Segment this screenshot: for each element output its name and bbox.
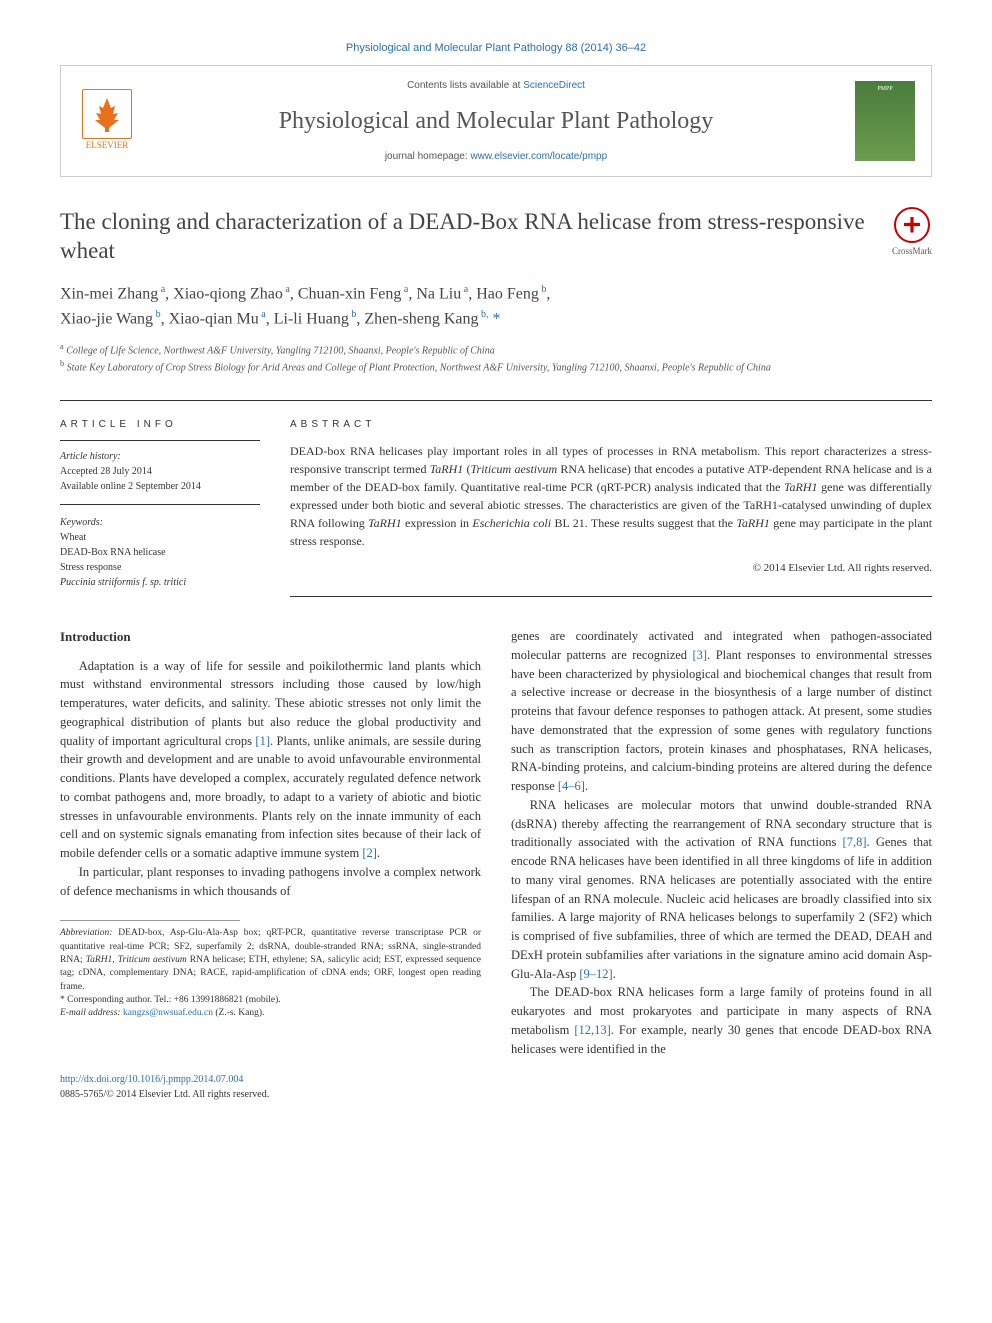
- keyword: Wheat: [60, 530, 260, 545]
- publisher-name: ELSEVIER: [86, 139, 129, 153]
- journal-homepage-line: journal homepage: www.elsevier.com/locat…: [153, 149, 839, 164]
- online-date: Available online 2 September 2014: [60, 479, 260, 494]
- journal-name: Physiological and Molecular Plant Pathol…: [153, 103, 839, 139]
- email-label: E-mail address:: [60, 1008, 121, 1018]
- affiliation-a: College of Life Science, Northwest A&F U…: [66, 345, 495, 356]
- keyword: Puccinia striiformis f. sp. tritici: [60, 575, 260, 590]
- cover-label: PMPP: [877, 85, 892, 94]
- sciencedirect-link[interactable]: ScienceDirect: [523, 80, 585, 91]
- keyword: DEAD-Box RNA helicase: [60, 545, 260, 560]
- crossmark-badge[interactable]: CrossMark: [892, 207, 932, 259]
- paper-title: The cloning and characterization of a DE…: [60, 207, 872, 267]
- body-paragraph: The DEAD-box RNA helicases form a large …: [511, 983, 932, 1058]
- ref-link[interactable]: [1]: [255, 734, 270, 748]
- journal-homepage-link[interactable]: www.elsevier.com/locate/pmpp: [470, 151, 607, 162]
- homepage-prefix: journal homepage:: [385, 151, 471, 162]
- abstract-copyright: © 2014 Elsevier Ltd. All rights reserved…: [290, 560, 932, 577]
- keywords-label: Keywords:: [60, 515, 260, 530]
- keyword: Stress response: [60, 560, 260, 575]
- ref-link[interactable]: [3]: [693, 648, 708, 662]
- journal-citation: Physiological and Molecular Plant Pathol…: [60, 40, 932, 57]
- doi-link[interactable]: http://dx.doi.org/10.1016/j.pmpp.2014.07…: [60, 1072, 932, 1087]
- abstract-text: DEAD-box RNA helicases play important ro…: [290, 442, 932, 550]
- affiliation-b: State Key Laboratory of Crop Stress Biol…: [67, 363, 771, 374]
- crossmark-icon: [894, 207, 930, 243]
- publisher-logo: ELSEVIER: [77, 86, 137, 156]
- journal-header: ELSEVIER Contents lists available at Sci…: [60, 65, 932, 177]
- email-footnote: E-mail address: kangzs@nwsuaf.edu.cn (Z.…: [60, 1007, 481, 1020]
- body-text: Introduction Adaptation is a way of life…: [60, 627, 932, 1058]
- history-label: Article history:: [60, 449, 260, 464]
- abstract-heading: ABSTRACT: [290, 417, 932, 432]
- abbreviation-footnote: Abbreviation: DEAD-box, Asp-Glu-Ala-Asp …: [60, 927, 481, 993]
- affiliations: a College of Life Science, Northwest A&F…: [60, 341, 932, 376]
- accepted-date: Accepted 28 July 2014: [60, 464, 260, 479]
- ref-link[interactable]: [2]: [362, 846, 377, 860]
- elsevier-tree-icon: [82, 89, 132, 139]
- section-heading-introduction: Introduction: [60, 627, 481, 647]
- ref-link[interactable]: [7,8]: [843, 835, 867, 849]
- body-paragraph: RNA helicases are molecular motors that …: [511, 796, 932, 984]
- issn-copyright: 0885-5765/© 2014 Elsevier Ltd. All right…: [60, 1087, 932, 1102]
- body-paragraph: In particular, plant responses to invadi…: [60, 863, 481, 901]
- corresponding-email-link[interactable]: kangzs@nwsuaf.edu.cn: [123, 1008, 213, 1018]
- article-info-heading: ARTICLE INFO: [60, 417, 260, 441]
- abstract-block: ABSTRACT DEAD-box RNA helicases play imp…: [290, 417, 932, 598]
- crossmark-label: CrossMark: [892, 245, 932, 259]
- authors-list: Xin-mei Zhang a, Xiao-qiong Zhao a, Chua…: [60, 282, 932, 331]
- abbrev-label: Abbreviation:: [60, 928, 112, 938]
- ref-link[interactable]: [4–6]: [558, 779, 585, 793]
- ref-link[interactable]: [9–12]: [579, 967, 612, 981]
- article-info-block: ARTICLE INFO Article history: Accepted 2…: [60, 417, 260, 598]
- contents-available-line: Contents lists available at ScienceDirec…: [153, 78, 839, 93]
- journal-cover-thumbnail: PMPP: [855, 81, 915, 161]
- ref-link[interactable]: [12,13]: [574, 1023, 610, 1037]
- email-suffix: (Z.-s. Kang).: [213, 1008, 264, 1018]
- contents-prefix: Contents lists available at: [407, 80, 523, 91]
- body-paragraph: Adaptation is a way of life for sessile …: [60, 657, 481, 863]
- body-paragraph: genes are coordinately activated and int…: [511, 627, 932, 796]
- corresponding-author-footnote: * Corresponding author. Tel.: +86 139918…: [60, 994, 481, 1007]
